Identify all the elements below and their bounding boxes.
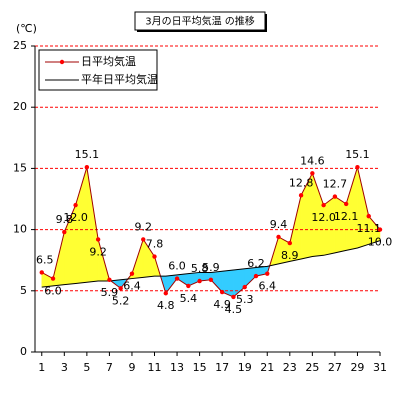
x-tick-label: 25 bbox=[305, 361, 319, 374]
marker bbox=[73, 202, 78, 208]
marker bbox=[197, 278, 202, 284]
data-label: 4.8 bbox=[157, 299, 175, 312]
x-tick-label: 21 bbox=[260, 361, 274, 374]
legend-label: 日平均気温 bbox=[81, 54, 136, 68]
marker bbox=[287, 240, 293, 246]
marker bbox=[95, 237, 101, 242]
marker bbox=[298, 193, 304, 198]
x-tick-label: 31 bbox=[373, 361, 387, 374]
marker bbox=[174, 276, 180, 281]
data-label: 15.1 bbox=[345, 148, 370, 161]
x-tick-label: 13 bbox=[170, 361, 184, 374]
x-tick-label: 3 bbox=[61, 361, 68, 374]
marker bbox=[231, 294, 236, 300]
x-tick-label: 15 bbox=[193, 361, 207, 374]
marker bbox=[276, 234, 281, 240]
data-label: 5.4 bbox=[180, 292, 198, 305]
marker bbox=[310, 171, 315, 176]
data-label: 6.0 bbox=[44, 285, 62, 298]
marker bbox=[141, 237, 146, 242]
y-tick-label: 0 bbox=[20, 345, 27, 358]
legend-label: 平年日平均気温 bbox=[81, 72, 158, 86]
data-label: 5.9 bbox=[101, 286, 119, 299]
data-label: 6.0 bbox=[168, 260, 186, 273]
data-label: 10.0 bbox=[368, 236, 393, 249]
y-tick-label: 15 bbox=[13, 161, 27, 174]
normal-line bbox=[41, 240, 381, 288]
marker bbox=[242, 284, 247, 290]
y-tick-label: 25 bbox=[13, 39, 27, 52]
x-tick-label: 23 bbox=[283, 361, 297, 374]
y-axis-label: (℃) bbox=[16, 22, 37, 35]
marker bbox=[366, 213, 371, 219]
x-tick-label: 19 bbox=[238, 361, 252, 374]
marker bbox=[62, 229, 67, 235]
marker bbox=[208, 277, 214, 282]
data-label: 7.8 bbox=[146, 238, 164, 251]
legend-marker bbox=[59, 59, 65, 65]
data-label: 4.9 bbox=[213, 298, 231, 311]
marker bbox=[163, 291, 168, 296]
marker bbox=[332, 194, 338, 199]
marker bbox=[118, 286, 123, 291]
above-normal-fill bbox=[345, 167, 358, 251]
data-label: 9.8 bbox=[56, 213, 74, 226]
data-label: 12.0 bbox=[311, 211, 336, 224]
data-label: 6.4 bbox=[259, 280, 277, 293]
x-tick-label: 1 bbox=[38, 361, 45, 374]
x-tick-label: 9 bbox=[128, 361, 135, 374]
data-label: 5.3 bbox=[236, 293, 254, 306]
data-label: 9.2 bbox=[89, 245, 107, 258]
data-label: 6.5 bbox=[36, 253, 54, 266]
data-label: 9.2 bbox=[134, 220, 152, 233]
data-label: 12.7 bbox=[323, 178, 348, 191]
x-tick-label: 29 bbox=[350, 361, 364, 374]
marker bbox=[50, 276, 56, 281]
marker bbox=[152, 254, 157, 259]
marker bbox=[355, 164, 360, 170]
marker bbox=[321, 202, 326, 208]
data-label: 9.4 bbox=[270, 218, 288, 231]
marker bbox=[186, 283, 191, 289]
marker bbox=[39, 270, 44, 275]
data-label: 12.1 bbox=[334, 210, 359, 223]
y-tick-label: 20 bbox=[13, 100, 27, 113]
marker bbox=[84, 164, 90, 170]
legend-box bbox=[38, 49, 158, 91]
y-tick-label: 5 bbox=[20, 284, 27, 297]
marker bbox=[377, 227, 383, 232]
marker bbox=[253, 273, 259, 279]
chart-title: 3月の日平均気温 の推移 bbox=[145, 15, 255, 28]
data-label: 5.8 bbox=[191, 262, 209, 275]
x-tick-label: 11 bbox=[148, 361, 162, 374]
marker bbox=[219, 289, 225, 295]
x-tick-label: 5 bbox=[83, 361, 90, 374]
marker bbox=[129, 271, 135, 276]
marker bbox=[107, 277, 112, 282]
data-label: 4.5 bbox=[225, 303, 243, 316]
data-label: 5.2 bbox=[112, 294, 130, 307]
x-tick-label: 27 bbox=[328, 361, 342, 374]
x-tick-label: 17 bbox=[215, 361, 229, 374]
data-label: 15.1 bbox=[75, 148, 100, 161]
y-tick-label: 10 bbox=[13, 223, 27, 236]
data-label: 6.2 bbox=[247, 257, 265, 270]
above-normal-fill bbox=[86, 167, 99, 283]
title-box bbox=[134, 11, 266, 31]
marker bbox=[343, 201, 349, 207]
data-label: 6.4 bbox=[123, 280, 141, 293]
data-label: 12.8 bbox=[289, 176, 314, 189]
x-tick-label: 7 bbox=[106, 361, 113, 374]
data-label: 8.9 bbox=[281, 249, 299, 262]
data-label: 5.9 bbox=[202, 261, 220, 274]
marker bbox=[265, 271, 270, 276]
data-label: 12.0 bbox=[63, 211, 88, 224]
data-label: 11.1 bbox=[356, 222, 381, 235]
data-label: 14.6 bbox=[300, 154, 325, 167]
